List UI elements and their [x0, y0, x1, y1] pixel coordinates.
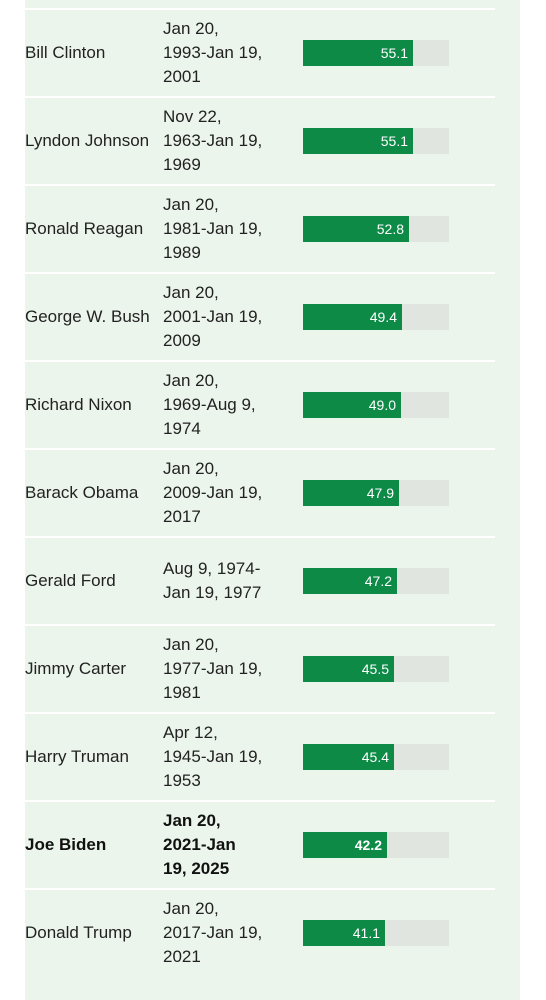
bar: 45.4 [303, 744, 394, 770]
bar-value-label: 49.0 [368, 397, 396, 413]
table-row: Barack Obama Jan 20, 2009-Jan 19, 2017 47.… [25, 448, 495, 536]
bar-track: 49.0 [303, 392, 449, 418]
table-row: Harry Truman Apr 12, 1945-Jan 19, 1953 45.… [25, 712, 495, 800]
bar-value-label: 55.1 [380, 45, 408, 61]
president-name: Ronald Reagan [25, 219, 144, 238]
term-dates: Jan 20, 1969-Aug 9, 1974 [163, 371, 256, 438]
bar: 52.8 [303, 216, 409, 242]
president-name: Lyndon Johnson [25, 131, 150, 150]
bar-value-label: 41.1 [352, 925, 380, 941]
bar-value-label: 49.4 [369, 309, 397, 325]
bar-track: 41.1 [303, 920, 449, 946]
table-row: George W. Bush Jan 20, 2001-Jan 19, 2009 4… [25, 272, 495, 360]
bar-value-label: 45.5 [361, 661, 389, 677]
bar: 55.1 [303, 40, 413, 66]
bar: 55.1 [303, 128, 413, 154]
bar: 42.2 [303, 832, 387, 858]
table-row: Lyndon Johnson Nov 22, 1963-Jan 19, 1969 5… [25, 96, 495, 184]
table-row: Donald Trump Jan 20, 2017-Jan 19, 2021 41.… [25, 888, 495, 976]
bar: 49.0 [303, 392, 401, 418]
bar-value-label: 47.9 [366, 485, 394, 501]
term-dates: Jan 20, 2001-Jan 19, 2009 [163, 283, 263, 350]
table-row: Joe Biden Jan 20, 2021-Jan 19, 2025 42.2 [25, 800, 495, 888]
bar-value-label: 45.4 [361, 749, 389, 765]
bar-track: 47.2 [303, 568, 449, 594]
bar-value-label: 42.2 [354, 837, 382, 853]
table-row: Richard Nixon Jan 20, 1969-Aug 9, 1974 49.… [25, 360, 495, 448]
chart-panel: Bill Clinton Jan 20, 1993-Jan 19, 2001 55.… [25, 0, 520, 1000]
bar: 45.5 [303, 656, 394, 682]
term-dates: Jan 20, 1981-Jan 19, 1989 [163, 195, 263, 262]
table-row: Jimmy Carter Jan 20, 1977-Jan 19, 1981 45.… [25, 624, 495, 712]
president-name: Richard Nixon [25, 395, 132, 414]
term-dates: Jan 20, 1977-Jan 19, 1981 [163, 635, 263, 702]
bar-track: 42.2 [303, 832, 449, 858]
president-name: Jimmy Carter [25, 659, 127, 678]
term-dates: Jan 20, 2021-Jan 19, 2025 [163, 811, 236, 878]
president-name: Barack Obama [25, 483, 139, 502]
table-row: Gerald Ford Aug 9, 1974-Jan 19, 1977 47.2 [25, 536, 495, 624]
bar: 47.9 [303, 480, 399, 506]
president-name: Donald Trump [25, 923, 132, 942]
bar-track: 47.9 [303, 480, 449, 506]
term-dates: Aug 9, 1974-Jan 19, 1977 [163, 559, 262, 602]
president-name: Harry Truman [25, 747, 129, 766]
president-name: George W. Bush [25, 307, 150, 326]
term-dates: Apr 12, 1945-Jan 19, 1953 [163, 723, 263, 790]
table-row: Bill Clinton Jan 20, 1993-Jan 19, 2001 55.… [25, 8, 495, 96]
bar-track: 55.1 [303, 128, 449, 154]
president-name: Joe Biden [25, 835, 107, 854]
bar-value-label: 52.8 [376, 221, 404, 237]
bar-track: 52.8 [303, 216, 449, 242]
bar: 41.1 [303, 920, 385, 946]
term-dates: Jan 20, 2017-Jan 19, 2021 [163, 899, 263, 966]
bar-track: 55.1 [303, 40, 449, 66]
bar: 47.2 [303, 568, 397, 594]
term-dates: Jan 20, 2009-Jan 19, 2017 [163, 459, 263, 526]
president-name: Gerald Ford [25, 571, 116, 590]
bar-track: 45.4 [303, 744, 449, 770]
term-dates: Nov 22, 1963-Jan 19, 1969 [163, 107, 263, 174]
bar-value-label: 55.1 [380, 133, 408, 149]
bar-track: 45.5 [303, 656, 449, 682]
bar: 49.4 [303, 304, 402, 330]
term-dates: Jan 20, 1993-Jan 19, 2001 [163, 19, 263, 86]
bar-value-label: 47.2 [364, 573, 392, 589]
table-row: Ronald Reagan Jan 20, 1981-Jan 19, 1989 52… [25, 184, 495, 272]
bar-track: 49.4 [303, 304, 449, 330]
president-name: Bill Clinton [25, 43, 106, 62]
